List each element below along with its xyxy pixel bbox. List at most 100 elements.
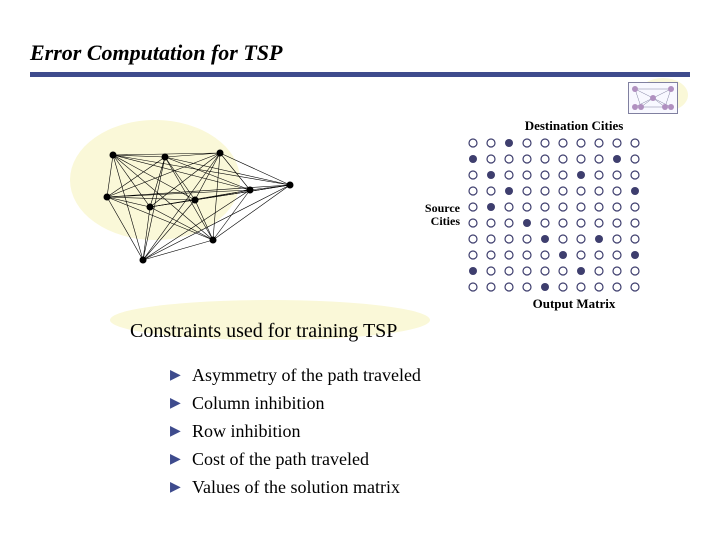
matrix-cell	[484, 200, 498, 214]
matrix-cell	[610, 216, 624, 230]
matrix-cell	[466, 168, 480, 182]
matrix-cell	[592, 152, 606, 166]
matrix-cell	[610, 200, 624, 214]
matrix-cell	[610, 248, 624, 262]
matrix-cell	[484, 168, 498, 182]
bullet-text: Column inhibition	[192, 390, 325, 418]
matrix-cell	[610, 152, 624, 166]
matrix-cell	[610, 280, 624, 294]
matrix-cell	[502, 216, 516, 230]
matrix-cell	[628, 168, 642, 182]
title-underline	[30, 72, 690, 77]
matrix-cell	[538, 136, 552, 150]
bullet-item: ▶Asymmetry of the path traveled	[170, 362, 421, 390]
matrix-cell	[538, 248, 552, 262]
matrix-cell	[574, 264, 588, 278]
bullet-arrow-icon: ▶	[170, 421, 192, 443]
matrix-cell	[628, 264, 642, 278]
matrix-cell	[610, 168, 624, 182]
matrix-cell	[466, 264, 480, 278]
matrix-grid	[466, 136, 642, 294]
matrix-cell	[484, 136, 498, 150]
matrix-cell	[484, 232, 498, 246]
matrix-cell	[502, 152, 516, 166]
matrix-side-label: SourceCities	[400, 202, 466, 228]
matrix-cell	[574, 168, 588, 182]
slide-title-row: Error Computation for TSP	[30, 40, 690, 77]
bullet-text: Row inhibition	[192, 418, 301, 446]
matrix-cell	[466, 232, 480, 246]
matrix-cell	[502, 184, 516, 198]
matrix-cell	[628, 200, 642, 214]
matrix-cell	[592, 136, 606, 150]
matrix-cell	[520, 200, 534, 214]
matrix-cell	[538, 216, 552, 230]
matrix-cell	[520, 136, 534, 150]
matrix-cell	[484, 248, 498, 262]
bullet-arrow-icon: ▶	[170, 477, 192, 499]
matrix-cell	[466, 136, 480, 150]
matrix-cell	[556, 216, 570, 230]
matrix-cell	[520, 152, 534, 166]
bullet-item: ▶Row inhibition	[170, 418, 421, 446]
matrix-cell	[628, 184, 642, 198]
matrix-cell	[502, 136, 516, 150]
matrix-cell	[556, 280, 570, 294]
matrix-cell	[592, 184, 606, 198]
matrix-cell	[520, 264, 534, 278]
matrix-cell	[592, 200, 606, 214]
bullet-text: Cost of the path traveled	[192, 446, 369, 474]
matrix-cell	[538, 232, 552, 246]
matrix-cell	[610, 264, 624, 278]
bullet-arrow-icon: ▶	[170, 393, 192, 415]
matrix-cell	[502, 232, 516, 246]
matrix-cell	[628, 280, 642, 294]
matrix-cell	[502, 248, 516, 262]
constraints-heading: Constraints used for training TSP	[130, 320, 397, 343]
matrix-cell	[574, 248, 588, 262]
corner-network-icon	[628, 82, 678, 114]
bullet-arrow-icon: ▶	[170, 449, 192, 471]
matrix-cell	[592, 168, 606, 182]
matrix-cell	[520, 232, 534, 246]
matrix-cell	[466, 152, 480, 166]
bullet-arrow-icon: ▶	[170, 365, 192, 387]
matrix-cell	[502, 200, 516, 214]
matrix-cell	[574, 184, 588, 198]
matrix-cell	[538, 184, 552, 198]
matrix-cell	[538, 264, 552, 278]
matrix-cell	[466, 248, 480, 262]
matrix-cell	[556, 152, 570, 166]
matrix-cell	[574, 232, 588, 246]
matrix-cell	[484, 152, 498, 166]
matrix-cell	[592, 216, 606, 230]
matrix-cell	[520, 248, 534, 262]
matrix-cell	[520, 280, 534, 294]
matrix-cell	[574, 216, 588, 230]
matrix-cell	[556, 168, 570, 182]
matrix-cell	[484, 264, 498, 278]
slide-title: Error Computation for TSP	[30, 40, 690, 66]
matrix-cell	[520, 168, 534, 182]
matrix-cell	[592, 232, 606, 246]
matrix-cell	[556, 232, 570, 246]
matrix-cell	[466, 280, 480, 294]
bullet-list: ▶Asymmetry of the path traveled▶Column i…	[170, 362, 421, 501]
matrix-cell	[466, 216, 480, 230]
matrix-cell	[628, 232, 642, 246]
matrix-cell	[574, 136, 588, 150]
matrix-cell	[592, 264, 606, 278]
matrix-cell	[502, 264, 516, 278]
tsp-graph	[95, 135, 305, 265]
matrix-cell	[610, 184, 624, 198]
bullet-item: ▶Column inhibition	[170, 390, 421, 418]
matrix-cell	[628, 248, 642, 262]
matrix-cell	[592, 248, 606, 262]
matrix-cell	[610, 232, 624, 246]
matrix-cell	[466, 200, 480, 214]
matrix-cell	[556, 136, 570, 150]
matrix-cell	[592, 280, 606, 294]
matrix-bottom-label: Output Matrix	[466, 296, 682, 312]
matrix-cell	[556, 200, 570, 214]
matrix-cell	[628, 136, 642, 150]
